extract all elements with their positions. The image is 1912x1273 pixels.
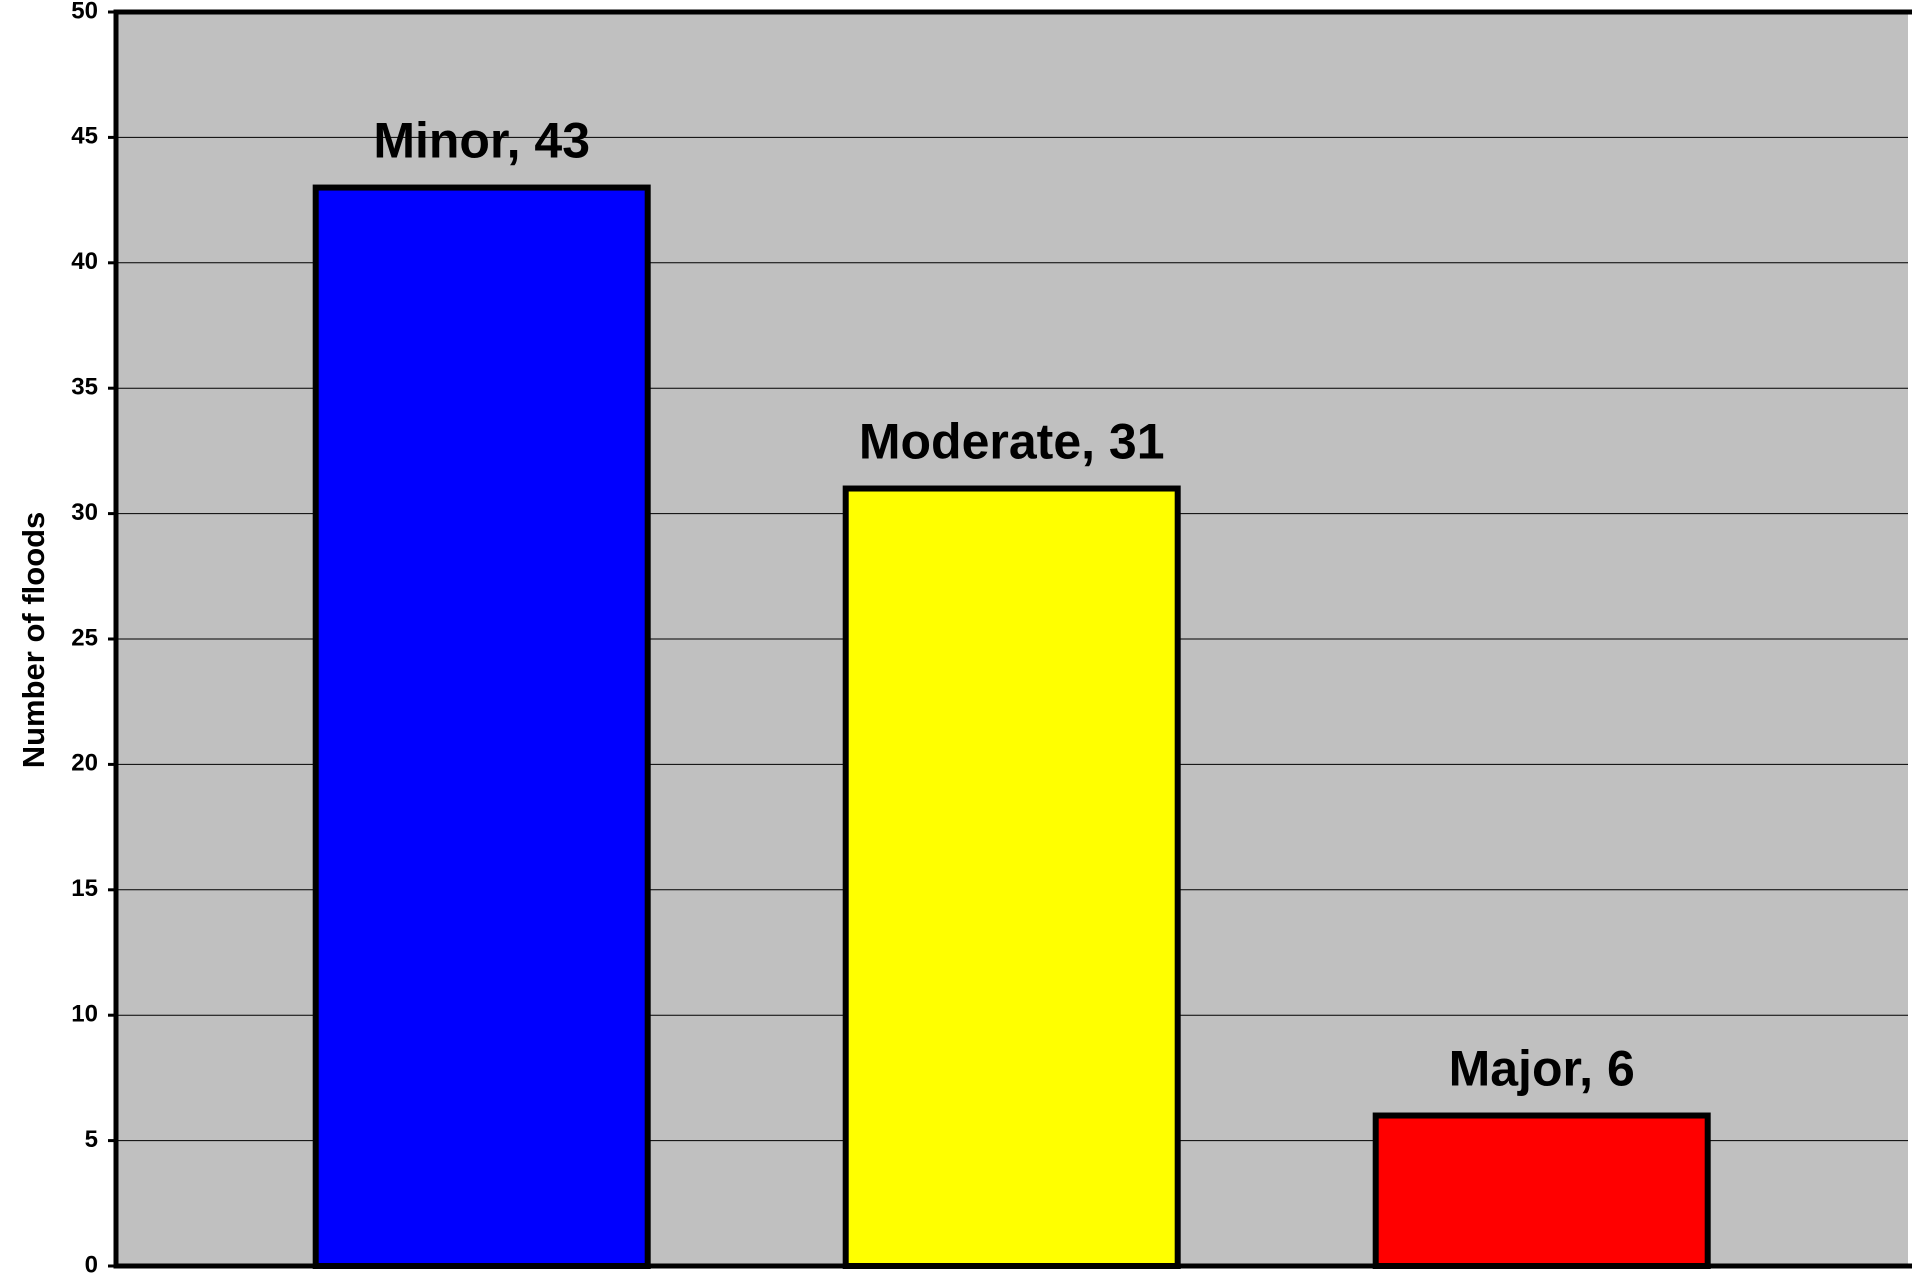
y-tick-label: 10 xyxy=(71,1001,98,1028)
y-tick-label: 0 xyxy=(85,1251,98,1273)
y-axis-label: Number of floods xyxy=(16,512,51,769)
y-tick-label: 45 xyxy=(71,123,98,150)
y-tick-label: 25 xyxy=(71,624,98,651)
y-tick-label: 20 xyxy=(71,750,98,777)
bar xyxy=(842,485,1181,1269)
data-label: Minor, 43 xyxy=(373,113,590,169)
bar xyxy=(312,184,651,1269)
y-tick-label: 50 xyxy=(71,0,98,24)
plot-frame xyxy=(113,9,1912,1269)
y-tick-label: 15 xyxy=(71,875,98,902)
y-tick-label: 5 xyxy=(85,1126,98,1153)
y-tick-label: 30 xyxy=(71,499,98,526)
y-tick-label: 40 xyxy=(71,248,98,275)
data-label: Major, 6 xyxy=(1449,1041,1635,1097)
data-label: Moderate, 31 xyxy=(859,414,1165,470)
y-tick-label: 35 xyxy=(71,374,98,401)
bar xyxy=(1372,1112,1711,1270)
